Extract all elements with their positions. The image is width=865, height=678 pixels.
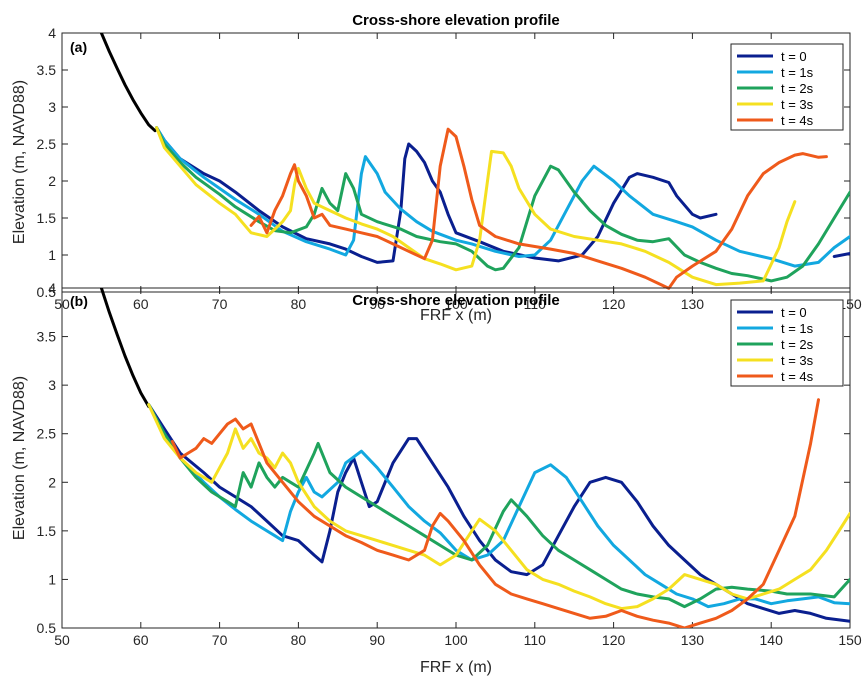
x-axis: 50 60 70 80 90 100 110 120 130 140 150 [54, 288, 862, 648]
y-tick-label: 1.5 [37, 210, 57, 226]
series-line-5 [170, 398, 820, 628]
x-tick-label: 120 [602, 296, 626, 312]
legend-label: t = 3s [781, 353, 814, 368]
x-tick-label: 150 [838, 632, 862, 648]
y-tick-label: 3.5 [37, 62, 57, 78]
legend-label: t = 2s [781, 337, 814, 352]
legend: t = 0t = 1st = 2st = 3st = 4s [730, 43, 844, 131]
x-axis-label: FRF x (m) [420, 307, 492, 324]
y-tick-label: 0.5 [37, 620, 57, 636]
chart-panel-a: Cross-shore elevation profile (a) FRF x … [11, 12, 862, 324]
x-tick-label: 80 [291, 296, 307, 312]
series-line-1 [155, 126, 718, 264]
panel-label: (b) [70, 293, 88, 309]
series-line-1 [832, 252, 850, 258]
y-tick-label: 2.5 [37, 426, 57, 442]
series-line-4 [147, 403, 850, 611]
series-line-2 [147, 403, 850, 609]
x-tick-label: 60 [133, 632, 149, 648]
series-line-0 [99, 33, 157, 133]
y-tick-label: 4 [48, 280, 56, 296]
legend-label: t = 4s [781, 369, 814, 384]
y-axis: 0.5 1 1.5 2 2.5 3 3.5 4 [37, 25, 850, 300]
series-line-3 [147, 403, 850, 609]
x-tick-label: 60 [133, 296, 149, 312]
y-tick-label: 2 [48, 474, 56, 490]
x-tick-label: 90 [369, 296, 385, 312]
y-tick-label: 2 [48, 173, 56, 189]
y-tick-label: 0.5 [37, 284, 57, 300]
series-line-3 [155, 126, 850, 283]
legend-label: t = 0 [781, 305, 807, 320]
legend-label: t = 0 [781, 49, 807, 64]
legend-label: t = 2s [781, 81, 814, 96]
chart-title: Cross-shore elevation profile [352, 292, 560, 309]
y-axis: 0.5 1 1.5 2 2.5 3 3.5 4 [37, 280, 850, 636]
x-tick-label: 100 [444, 296, 468, 312]
series-line-0 [99, 288, 151, 408]
legend-label: t = 3s [781, 97, 814, 112]
x-tick-label: 70 [212, 632, 228, 648]
y-tick-label: 1 [48, 571, 56, 587]
chart-title: Cross-shore elevation profile [352, 12, 560, 29]
x-tick-label: 130 [681, 632, 705, 648]
x-tick-label: 140 [760, 632, 784, 648]
x-tick-label: 90 [369, 632, 385, 648]
chart-panel-b: Cross-shore elevation profile (b) FRF x … [11, 280, 862, 676]
legend-label: t = 4s [781, 113, 814, 128]
legend-label: t = 1s [781, 321, 814, 336]
y-tick-label: 3.5 [37, 329, 57, 345]
x-tick-label: 100 [444, 632, 468, 648]
x-axis-label: FRF x (m) [420, 659, 492, 676]
series-line-4 [155, 126, 797, 287]
series-line-5 [249, 127, 828, 290]
y-tick-label: 3 [48, 99, 56, 115]
y-tick-label: 1.5 [37, 523, 57, 539]
series-lines [99, 288, 850, 628]
y-axis-label: Elevation (m, NAVD88) [11, 80, 28, 244]
legend: t = 0t = 1st = 2st = 3st = 4s [730, 299, 844, 387]
x-tick-label: 50 [54, 632, 70, 648]
legend-label: t = 1s [781, 65, 814, 80]
x-tick-label: 120 [602, 632, 626, 648]
y-tick-label: 4 [48, 25, 56, 41]
y-tick-label: 2.5 [37, 136, 57, 152]
y-tick-label: 3 [48, 377, 56, 393]
panel-label: (a) [70, 39, 87, 55]
x-tick-label: 80 [291, 632, 307, 648]
series-lines [99, 33, 850, 290]
x-tick-label: 110 [524, 632, 547, 648]
y-axis-label: Elevation (m, NAVD88) [11, 376, 28, 540]
x-tick-label: 130 [681, 296, 705, 312]
y-tick-label: 1 [48, 247, 56, 263]
x-tick-label: 110 [524, 296, 547, 312]
x-tick-label: 70 [212, 296, 228, 312]
